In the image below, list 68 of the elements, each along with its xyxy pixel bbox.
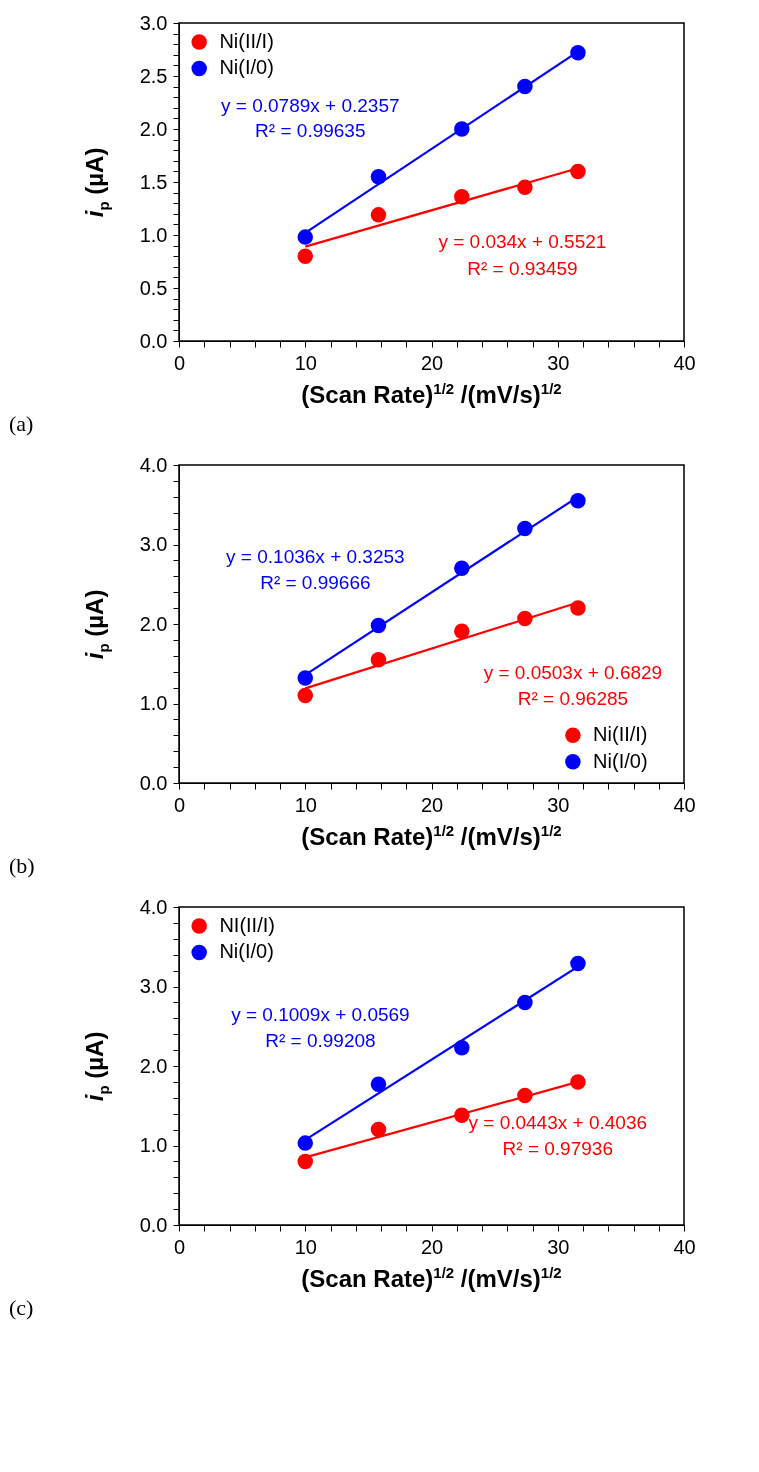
x-tick-label: 0 xyxy=(173,793,186,816)
x-tick-label: 30 xyxy=(547,1235,570,1258)
y-tick-label: 4.0 xyxy=(139,453,168,476)
point xyxy=(454,623,470,639)
x-tick-label: 40 xyxy=(673,793,696,816)
legend-label: Ni(I/0) xyxy=(593,749,648,772)
point xyxy=(570,955,586,972)
annotation: R² = 0.97936 xyxy=(502,1137,613,1159)
y-axis-title: ip (µA) xyxy=(81,589,112,660)
y-tick-label: 0.0 xyxy=(139,771,168,794)
point xyxy=(297,229,313,245)
y-axis-title: ip (µA) xyxy=(81,147,112,218)
y-axis-title: ip (µA) xyxy=(81,1031,112,1102)
x-tick-label: 30 xyxy=(547,793,570,816)
legend-label: Ni(I/0) xyxy=(219,940,274,963)
annotation: y = 0.0789x + 0.2357 xyxy=(221,94,400,116)
x-tick-label: 40 xyxy=(673,1235,696,1258)
x-tick-label: 10 xyxy=(294,793,317,816)
annotation: y = 0.1009x + 0.0569 xyxy=(231,1004,410,1026)
legend-label: NI(II/I) xyxy=(219,914,275,937)
x-tick-label: 10 xyxy=(294,1235,317,1258)
y-tick-label: 2.0 xyxy=(139,612,168,635)
point xyxy=(370,207,387,223)
y-tick-label: 1.0 xyxy=(139,223,168,246)
point xyxy=(370,1076,387,1093)
point xyxy=(297,670,313,686)
annotation: y = 0.034x + 0.5521 xyxy=(438,231,607,253)
y-tick-label: 1.0 xyxy=(139,1134,168,1156)
y-tick-label: 2.5 xyxy=(139,64,168,87)
legend-label: Ni(I/0) xyxy=(219,56,274,79)
x-tick-label: 20 xyxy=(420,351,444,374)
x-tick-label: 0 xyxy=(173,1235,186,1258)
y-tick-label: 2.0 xyxy=(139,117,168,140)
x-tick-label: 20 xyxy=(420,793,444,816)
y-tick-label: 0.0 xyxy=(139,329,168,352)
legend-label: Ni(II/I) xyxy=(593,723,648,746)
x-tick-label: 10 xyxy=(294,351,317,374)
annotation: y = 0.1036x + 0.3253 xyxy=(226,546,405,568)
legend-label: Ni(II/I) xyxy=(219,30,274,53)
point xyxy=(570,600,586,616)
x-tick-label: 30 xyxy=(547,351,570,374)
y-tick-label: 4.0 xyxy=(139,895,168,918)
text: (a) xyxy=(9,411,34,436)
y-tick-label: 2.0 xyxy=(139,1054,168,1077)
point xyxy=(297,1153,313,1170)
point xyxy=(370,1121,387,1138)
y-tick-label: 1.0 xyxy=(139,692,168,714)
y-tick-label: 1.5 xyxy=(139,170,168,193)
y-tick-label: 3.0 xyxy=(139,533,168,555)
y-tick-label: 3.0 xyxy=(139,11,168,34)
annotation: y = 0.0443x + 0.4036 xyxy=(468,1112,648,1134)
annotation: R² = 0.96285 xyxy=(517,687,629,709)
annotation: R² = 0.93459 xyxy=(467,258,578,280)
annotation: R² = 0.99208 xyxy=(265,1029,376,1051)
x-tick-label: 40 xyxy=(673,351,696,374)
annotation: y = 0.0503x + 0.6829 xyxy=(483,662,663,684)
x-tick-label: 0 xyxy=(173,351,186,374)
point xyxy=(297,1135,313,1151)
annotation: R² = 0.99635 xyxy=(255,120,366,142)
text: (b) xyxy=(9,853,35,878)
text: (c) xyxy=(9,1295,34,1320)
annotation: R² = 0.99666 xyxy=(260,571,371,593)
y-tick-label: 0.5 xyxy=(139,276,168,299)
y-tick-label: 0.0 xyxy=(139,1213,168,1236)
y-tick-label: 3.0 xyxy=(139,975,168,997)
point xyxy=(297,687,313,704)
point xyxy=(297,248,313,264)
x-tick-label: 20 xyxy=(420,1235,444,1258)
